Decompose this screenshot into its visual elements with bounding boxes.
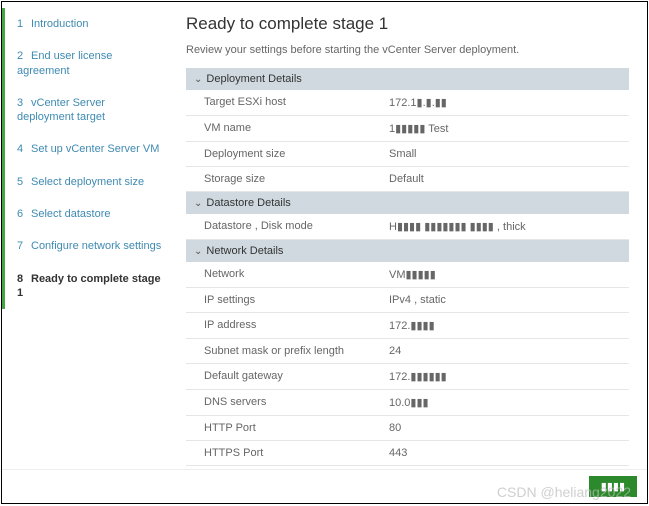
wizard-step-8[interactable]: 8Ready to complete stage 1 (2, 263, 172, 310)
step-number: 4 (17, 142, 31, 156)
row-value: 80 (389, 422, 629, 434)
finish-button[interactable]: ▮▮▮▮ (589, 476, 637, 497)
row-label: HTTPS Port (204, 447, 389, 459)
section-header[interactable]: ⌄ Datastore Details (186, 192, 629, 214)
step-label: Set up vCenter Server VM (31, 143, 159, 155)
row-label: Subnet mask or prefix length (204, 345, 389, 357)
step-label: End user license agreement (17, 50, 112, 76)
step-label: vCenter Server deployment target (17, 97, 105, 123)
row-value: IPv4 , static (389, 294, 629, 306)
row-value: VM▮▮▮▮▮ (389, 268, 629, 281)
chevron-down-icon: ⌄ (194, 74, 202, 85)
section-header[interactable]: ⌄ Deployment Details (186, 68, 629, 90)
summary-row: IP address172.▮▮▮▮ (186, 313, 629, 339)
row-label: HTTP Port (204, 422, 389, 434)
step-label: Ready to complete stage 1 (17, 273, 161, 299)
wizard-step-7[interactable]: 7Configure network settings (2, 230, 172, 262)
step-number: 1 (17, 17, 31, 31)
step-number: 8 (17, 272, 31, 286)
row-value: 172.▮▮▮▮ (389, 319, 629, 332)
row-value: 24 (389, 345, 629, 357)
row-value: 1▮▮▮▮▮ Test (389, 122, 629, 135)
summary-row: Default gateway172.▮▮▮▮▮▮ (186, 364, 629, 390)
step-number: 7 (17, 239, 31, 253)
wizard-sidebar: 1Introduction2End user license agreement… (2, 2, 172, 469)
row-label: Datastore , Disk mode (204, 220, 389, 233)
section-header[interactable]: ⌄ Network Details (186, 240, 629, 262)
chevron-down-icon: ⌄ (194, 198, 202, 209)
summary-row: HTTPS Port443 (186, 441, 629, 466)
row-label: Storage size (204, 173, 389, 185)
wizard-footer: ▮▮▮▮ (2, 469, 647, 503)
step-number: 3 (17, 96, 31, 110)
step-label: Select datastore (31, 208, 111, 220)
row-value: Small (389, 148, 629, 160)
row-value: H▮▮▮▮ ▮▮▮▮▮▮▮ ▮▮▮▮ , thick (389, 220, 629, 233)
summary-row: Target ESXi host172.1▮.▮.▮▮ (186, 90, 629, 116)
row-value: 443 (389, 447, 629, 459)
page-subtitle: Review your settings before starting the… (186, 44, 629, 56)
row-label: Network (204, 268, 389, 281)
row-label: Target ESXi host (204, 96, 389, 109)
step-number: 5 (17, 175, 31, 189)
section-title: Datastore Details (206, 197, 290, 209)
row-label: Default gateway (204, 370, 389, 383)
wizard-content: Ready to complete stage 1 Review your se… (172, 2, 647, 469)
summary-row: HTTP Port80 (186, 416, 629, 441)
summary-row: IP settingsIPv4 , static (186, 288, 629, 313)
summary-row: Deployment sizeSmall (186, 142, 629, 167)
step-number: 6 (17, 207, 31, 221)
summary-row: VM name1▮▮▮▮▮ Test (186, 116, 629, 142)
wizard-step-1[interactable]: 1Introduction (2, 8, 172, 40)
step-number: 2 (17, 49, 31, 63)
summary-row: Subnet mask or prefix length24 (186, 339, 629, 364)
row-value: Default (389, 173, 629, 185)
step-label: Select deployment size (31, 176, 144, 188)
summary-row: NetworkVM▮▮▮▮▮ (186, 262, 629, 288)
row-label: Deployment size (204, 148, 389, 160)
row-label: IP settings (204, 294, 389, 306)
row-value: 10.0▮▮▮ (389, 396, 629, 409)
row-value: 172.1▮.▮.▮▮ (389, 96, 629, 109)
row-value: 172.▮▮▮▮▮▮ (389, 370, 629, 383)
chevron-down-icon: ⌄ (194, 246, 202, 257)
row-label: DNS servers (204, 396, 389, 409)
step-label: Introduction (31, 18, 88, 30)
step-label: Configure network settings (31, 240, 161, 252)
wizard-step-4[interactable]: 4Set up vCenter Server VM (2, 133, 172, 165)
page-title: Ready to complete stage 1 (186, 14, 629, 34)
wizard-step-3[interactable]: 3vCenter Server deployment target (2, 87, 172, 134)
section-title: Deployment Details (206, 73, 301, 85)
wizard-step-2[interactable]: 2End user license agreement (2, 40, 172, 87)
section-title: Network Details (206, 245, 283, 257)
summary-row: DNS servers10.0▮▮▮ (186, 390, 629, 416)
wizard-step-6[interactable]: 6Select datastore (2, 198, 172, 230)
summary-row: Datastore , Disk modeH▮▮▮▮ ▮▮▮▮▮▮▮ ▮▮▮▮ … (186, 214, 629, 240)
summary-row: Storage sizeDefault (186, 167, 629, 192)
row-label: VM name (204, 122, 389, 135)
row-label: IP address (204, 319, 389, 332)
wizard-step-5[interactable]: 5Select deployment size (2, 166, 172, 198)
